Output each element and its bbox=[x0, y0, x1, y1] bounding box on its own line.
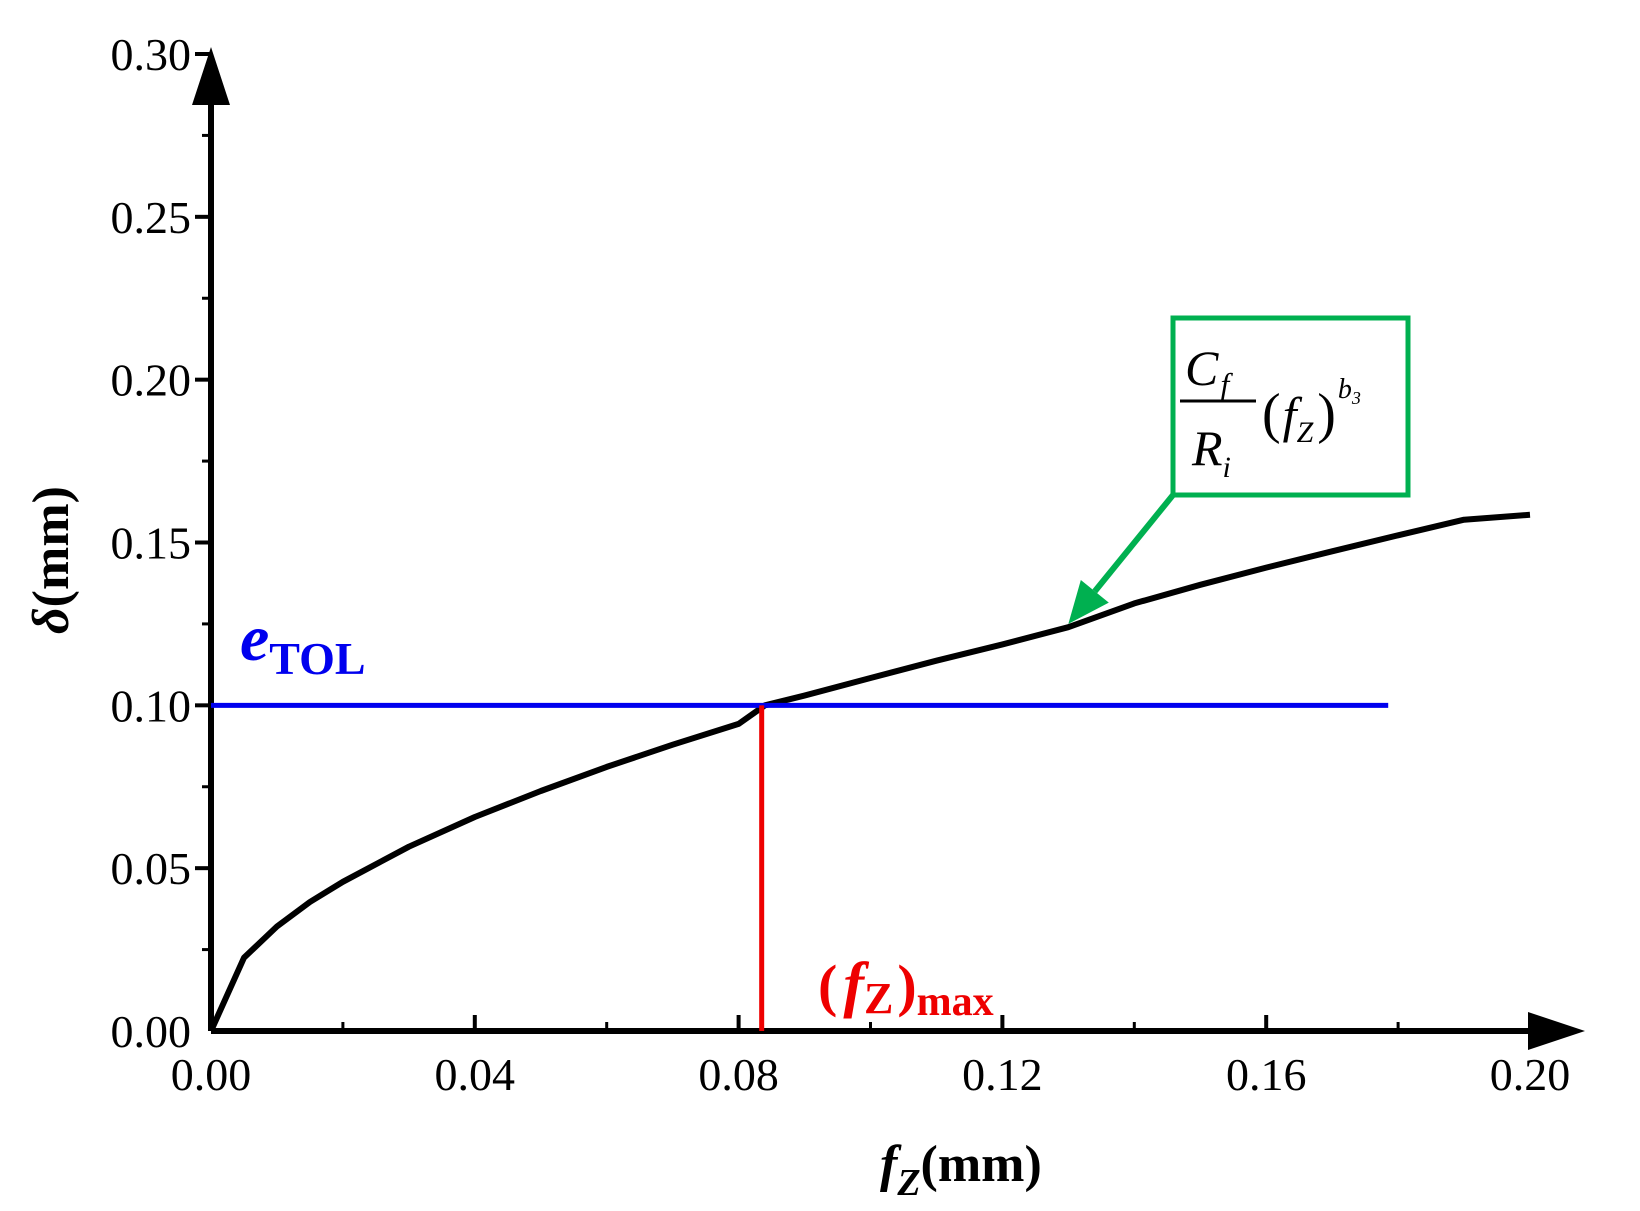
y-ticks: 0.00 0.05 0.10 0.15 0.20 0.25 0.30 bbox=[111, 29, 211, 1057]
y-axis-title: δ(mm) bbox=[23, 486, 80, 634]
y-tick-label: 0.25 bbox=[111, 192, 192, 243]
y-tick-label: 0.10 bbox=[111, 680, 192, 731]
callout-arrow-head-icon bbox=[1068, 579, 1109, 624]
series-curve bbox=[208, 511, 1531, 1033]
y-axis-arrow-icon bbox=[192, 47, 230, 105]
formula-callout: Cf Ri (fZ)b3 bbox=[1170, 315, 1411, 498]
x-tick-label: 0.16 bbox=[1226, 1049, 1307, 1100]
callout-arrow-line bbox=[1092, 493, 1176, 594]
x-axis-title: fZ(mm) bbox=[880, 1136, 1042, 1204]
y-tick-label: 0.05 bbox=[111, 843, 192, 894]
x-tick-label: 0.12 bbox=[962, 1049, 1043, 1100]
x-axis-arrow-icon bbox=[1528, 1012, 1585, 1050]
x-tick-label: 0.04 bbox=[435, 1049, 516, 1100]
formula-denominator: Ri bbox=[1191, 420, 1231, 484]
formula-box bbox=[1170, 315, 1411, 498]
x-tick-label: 0.08 bbox=[698, 1049, 779, 1100]
y-tick-label: 0.20 bbox=[111, 355, 192, 406]
axes bbox=[192, 47, 1585, 1050]
y-tick-label: 0.30 bbox=[111, 29, 192, 80]
etol-label: eTOL bbox=[240, 602, 366, 684]
y-tick-label: 0.00 bbox=[111, 1006, 192, 1057]
x-tick-label: 0.00 bbox=[171, 1049, 252, 1100]
x-tick-label: 0.20 bbox=[1490, 1049, 1571, 1100]
fzmax-label: (fZ)max bbox=[818, 951, 994, 1025]
y-tick-label: 0.15 bbox=[111, 518, 192, 569]
x-ticks: 0.00 0.04 0.08 0.12 0.16 0.20 bbox=[171, 1015, 1571, 1100]
